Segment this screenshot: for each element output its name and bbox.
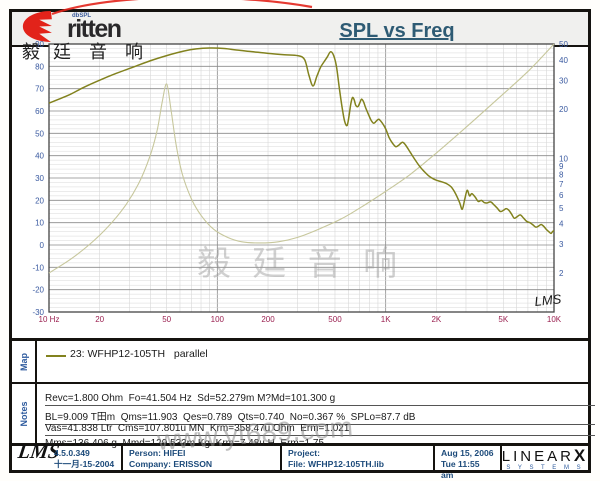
svg-text:2: 2 <box>559 269 564 278</box>
svg-text:50: 50 <box>162 315 171 324</box>
svg-text:50: 50 <box>35 129 44 138</box>
svg-text:毅 廷 音 响: 毅 廷 音 响 <box>197 245 403 283</box>
svg-text:60: 60 <box>35 107 44 116</box>
svg-text:40: 40 <box>35 152 44 161</box>
svg-text:40: 40 <box>559 56 568 65</box>
svg-text:10 Hz: 10 Hz <box>39 315 60 324</box>
svg-text:100: 100 <box>211 315 225 324</box>
svg-text:3: 3 <box>559 240 564 249</box>
svg-text:7: 7 <box>559 180 564 189</box>
svg-text:4: 4 <box>559 220 564 229</box>
svg-text:LMS: LMS <box>534 291 562 309</box>
svg-text:50: 50 <box>559 40 568 49</box>
svg-text:20: 20 <box>95 315 104 324</box>
svg-text:-20: -20 <box>32 286 44 295</box>
svg-text:30: 30 <box>559 76 568 85</box>
svg-text:5: 5 <box>559 204 564 213</box>
svg-text:10: 10 <box>35 219 44 228</box>
svg-text:6: 6 <box>559 191 564 200</box>
svg-text:200: 200 <box>261 315 275 324</box>
svg-text:30: 30 <box>35 174 44 183</box>
svg-text:20: 20 <box>559 105 568 114</box>
svg-text:-10: -10 <box>32 263 44 272</box>
svg-text:2K: 2K <box>431 315 441 324</box>
svg-text:1K: 1K <box>381 315 391 324</box>
svg-text:20: 20 <box>35 196 44 205</box>
svg-text:70: 70 <box>35 85 44 94</box>
svg-text:10K: 10K <box>547 315 562 324</box>
svg-text:500: 500 <box>328 315 342 324</box>
svg-text:80: 80 <box>35 62 44 71</box>
svg-text:0: 0 <box>40 241 45 250</box>
svg-text:8: 8 <box>559 170 564 179</box>
svg-text:廷 音 响: 廷 音 响 <box>53 42 143 62</box>
svg-text:毅: 毅 <box>22 42 40 62</box>
svg-text:5K: 5K <box>498 315 508 324</box>
